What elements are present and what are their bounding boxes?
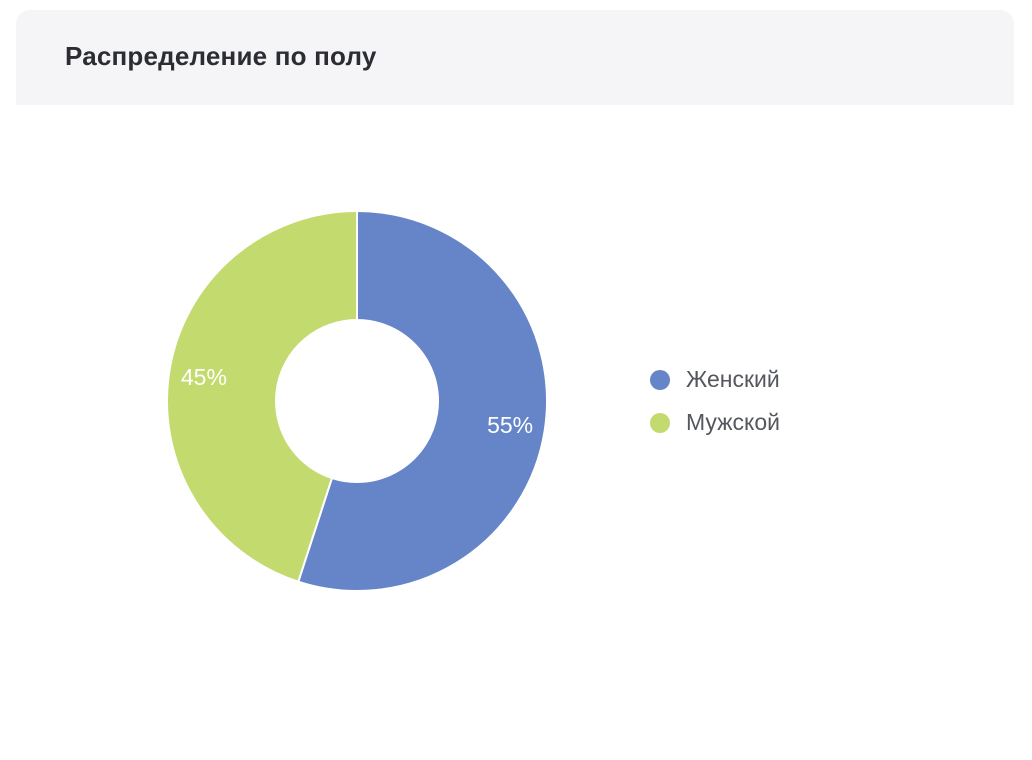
- data-label: 45%: [181, 364, 227, 390]
- legend-item-male[interactable]: Мужской: [650, 401, 780, 444]
- donut-slice-1[interactable]: [297, 209, 548, 592]
- chart-title: Распределение по полу: [65, 41, 377, 71]
- donut-slice-2[interactable]: [166, 209, 358, 583]
- legend-label: Женский: [686, 366, 780, 392]
- legend: Женский Мужской: [650, 358, 780, 444]
- chart-header: Распределение по полу: [16, 10, 1014, 105]
- data-label: 55%: [487, 412, 533, 438]
- legend-label: Мужской: [686, 409, 781, 435]
- legend-item-female[interactable]: Женский: [650, 358, 780, 401]
- legend-marker: [650, 369, 670, 390]
- legend-marker: [650, 412, 670, 433]
